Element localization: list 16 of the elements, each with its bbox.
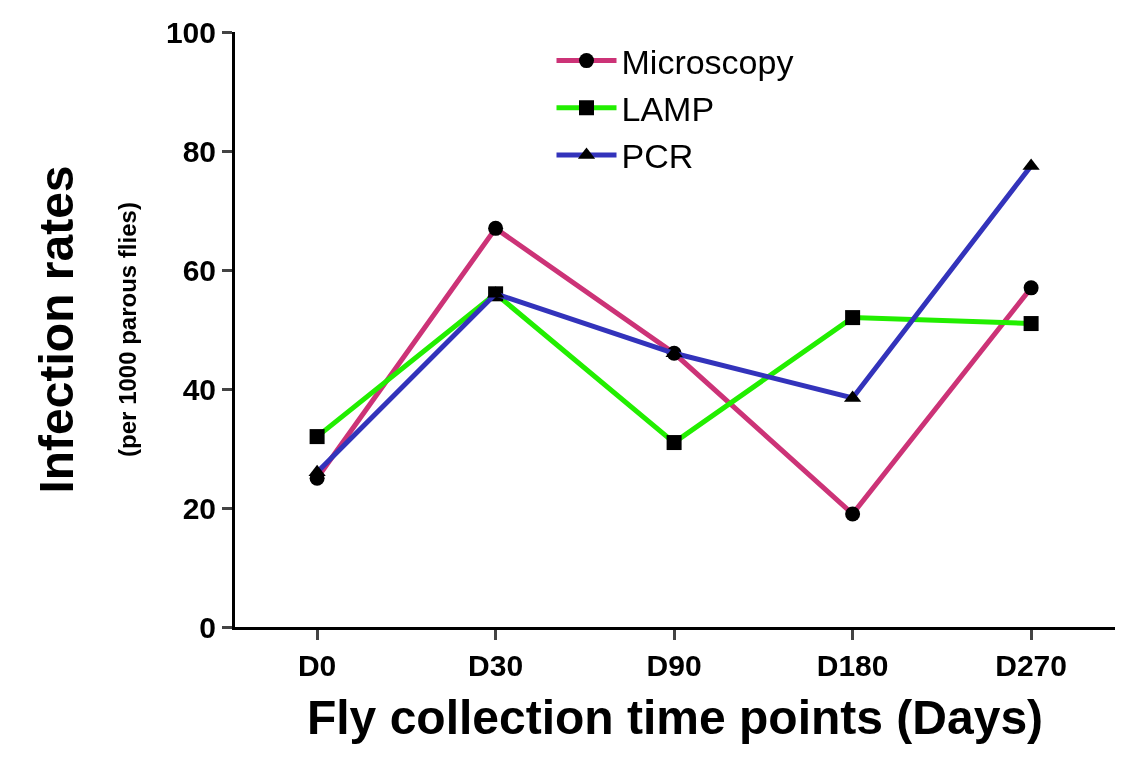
x-tick-label: D90 bbox=[646, 649, 702, 682]
x-axis-title: Fly collection time points (Days) bbox=[306, 691, 1044, 745]
x-tick-label: D270 bbox=[995, 649, 1067, 682]
y-tick-label: 20 bbox=[182, 491, 216, 525]
legend-label: LAMP bbox=[621, 90, 715, 129]
x-tick-label: D180 bbox=[816, 649, 889, 682]
y-tick-label: 40 bbox=[182, 372, 216, 406]
x-tick-label: D30 bbox=[468, 649, 524, 682]
legend-label: Microscopy bbox=[621, 42, 794, 81]
x-tick-label: D0 bbox=[297, 649, 337, 682]
y-tick-label: 0 bbox=[199, 610, 216, 644]
y-axis-title: Infection rates (per 1000 parous flies) bbox=[30, 165, 141, 494]
y-tick-label: 60 bbox=[182, 253, 216, 287]
y-tick-label: 100 bbox=[165, 15, 216, 49]
legend-label: PCR bbox=[621, 137, 694, 176]
y-tick-label: 80 bbox=[182, 134, 216, 168]
